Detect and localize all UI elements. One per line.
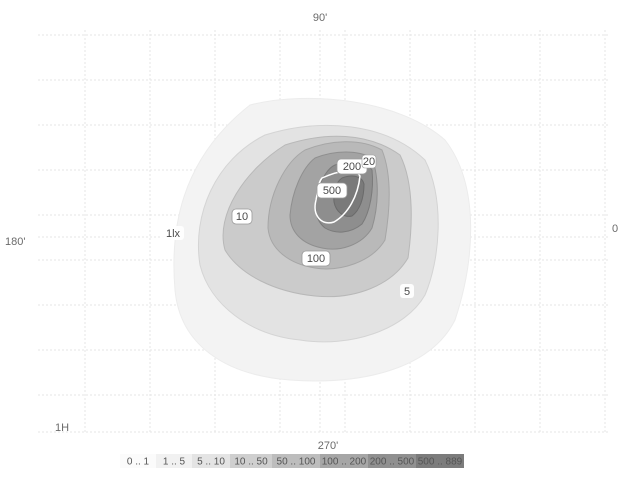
svg-text:500: 500 bbox=[323, 185, 341, 197]
legend-swatch bbox=[120, 454, 156, 468]
legend-swatch bbox=[192, 454, 230, 468]
svg-text:10: 10 bbox=[236, 211, 248, 223]
legend-swatch bbox=[416, 454, 464, 468]
contour-label-20: 20 bbox=[361, 154, 377, 169]
label-left: 180' bbox=[5, 236, 25, 248]
contour-label-100: 100 bbox=[301, 250, 331, 267]
legend-swatch bbox=[272, 454, 320, 468]
svg-text:1lx: 1lx bbox=[166, 228, 181, 240]
svg-text:200: 200 bbox=[343, 161, 361, 173]
contour-label-500: 500 bbox=[316, 182, 348, 199]
contour-regions bbox=[173, 97, 472, 382]
svg-text:100: 100 bbox=[307, 253, 325, 265]
legend-swatch bbox=[230, 454, 272, 468]
unit-label: 1lx bbox=[162, 226, 184, 240]
corner-label: 1H bbox=[55, 422, 69, 434]
legend-label: 5 .. 10 bbox=[197, 457, 225, 468]
legend: 0 .. 1 1 .. 5 5 .. 10 10 .. 50 50 .. 100 100 … bbox=[120, 454, 464, 468]
legend-label: 1 .. 5 bbox=[163, 457, 186, 468]
legend-swatch bbox=[156, 454, 192, 468]
legend-label: 0 .. 1 bbox=[127, 457, 150, 468]
legend-label: 200 .. 500 bbox=[370, 457, 415, 468]
label-right: 0 bbox=[612, 223, 618, 235]
legend-label: 500 .. 889 bbox=[418, 457, 463, 468]
label-bottom: 270' bbox=[318, 440, 338, 452]
legend-swatch bbox=[368, 454, 416, 468]
legend-label: 10 .. 50 bbox=[234, 457, 268, 468]
contour-label-200: 200 bbox=[336, 158, 368, 175]
svg-text:20: 20 bbox=[363, 156, 375, 168]
legend-label: 50 .. 100 bbox=[277, 457, 316, 468]
svg-text:5: 5 bbox=[404, 286, 410, 298]
legend-label: 100 .. 200 bbox=[322, 457, 367, 468]
contour-label-10: 10 bbox=[231, 208, 253, 225]
legend-swatch bbox=[320, 454, 368, 468]
contour-label-5: 5 bbox=[400, 284, 414, 298]
label-top: 90' bbox=[313, 12, 327, 24]
